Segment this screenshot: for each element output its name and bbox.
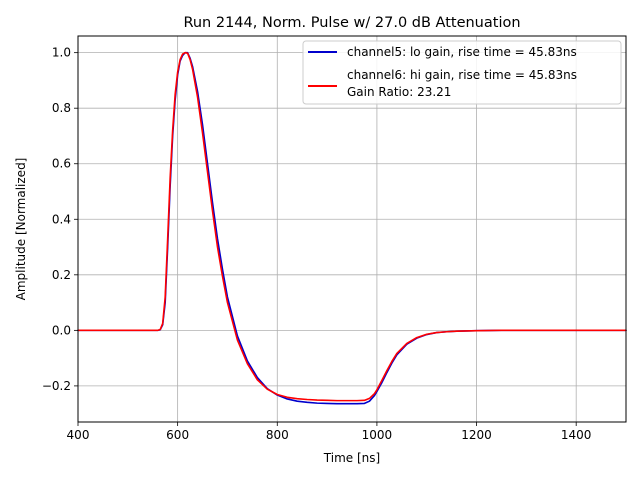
x-tick-label: 800 xyxy=(266,428,289,442)
x-tick-label: 1400 xyxy=(561,428,592,442)
plot-frame xyxy=(77,35,627,423)
y-tick-label: 0.0 xyxy=(52,323,71,337)
grid xyxy=(77,36,626,422)
x-tick-label: 1200 xyxy=(461,428,492,442)
x-tick-label: 1000 xyxy=(362,428,393,442)
legend-label-channel5: channel5: lo gain, rise time = 45.83ns xyxy=(347,45,577,59)
legend: channel5: lo gain, rise time = 45.83ns c… xyxy=(302,40,622,105)
y-tick-label: 0.2 xyxy=(52,268,71,282)
y-axis-label: Amplitude [Normalized] xyxy=(14,158,28,301)
x-tick-label: 600 xyxy=(166,428,189,442)
legend-box xyxy=(302,40,622,105)
y-tick-label: 1.0 xyxy=(52,46,71,60)
x-axis-label: Time [ns] xyxy=(323,451,380,465)
series-layer xyxy=(77,51,627,405)
y-tick-label: 0.8 xyxy=(52,101,71,115)
legend-label-channel6: channel6: hi gain, rise time = 45.83ns xyxy=(347,68,577,82)
y-tick-label: 0.4 xyxy=(52,212,71,226)
series-line-channel6 xyxy=(77,51,627,402)
y-axis: −0.2 0.0 0.2 0.4 0.6 0.8 1.0 xyxy=(42,46,78,393)
legend-gain-ratio: Gain Ratio: 23.21 xyxy=(347,85,451,99)
x-tick-label: 400 xyxy=(67,428,90,442)
y-tick-label: −0.2 xyxy=(42,379,71,393)
chart-title: Run 2144, Norm. Pulse w/ 27.0 dB Attenua… xyxy=(183,15,520,31)
y-tick-label: 0.6 xyxy=(52,157,71,171)
x-axis: 400 600 800 1000 1200 1400 xyxy=(67,422,592,442)
